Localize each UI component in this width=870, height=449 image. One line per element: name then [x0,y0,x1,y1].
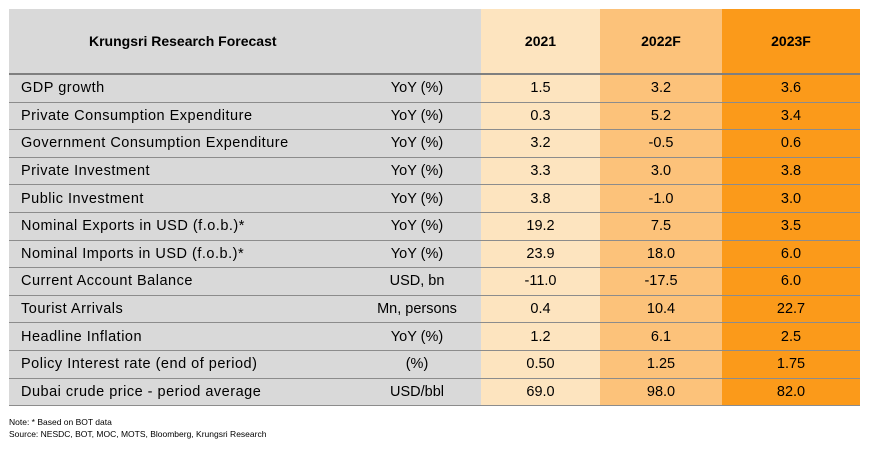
value-cell: 18.0 [600,240,722,269]
row-label: GDP growth [9,75,347,103]
value-cell: 6.0 [722,240,860,269]
row-label: Tourist Arrivals [9,295,347,324]
value-cell: 22.7 [722,295,860,324]
header-separator [9,73,860,75]
table-body: GDP growth YoY (%) 1.5 3.2 3.6 Private Consum… [9,75,860,407]
value-cell: 3.4 [722,102,860,131]
table-row: Government Consumption Expenditure YoY (%… [9,129,860,158]
footnotes: Note: * Based on BOT data Source: NESDC,… [9,416,266,440]
value-cell: 19.2 [481,212,600,241]
row-unit: USD, bn [347,267,481,296]
value-cell: 82.0 [722,378,860,407]
column-header-2022f: 2022F [600,9,722,73]
row-unit: YoY (%) [347,75,481,103]
value-cell: 6.1 [600,322,722,351]
row-label: Nominal Imports in USD (f.o.b.)* [9,240,347,269]
forecast-table-container: Krungsri Research Forecast 2021 2022F 20… [9,9,860,407]
row-label: Headline Inflation [9,322,347,351]
value-cell: 3.3 [481,157,600,186]
row-label: Policy Interest rate (end of period) [9,350,347,379]
table-row: Policy Interest rate (end of period) (%) 0… [9,350,860,379]
row-unit: YoY (%) [347,157,481,186]
column-header-2021: 2021 [481,9,600,73]
value-cell: 1.2 [481,322,600,351]
table-row: Nominal Imports in USD (f.o.b.)* YoY (%) 2… [9,240,860,269]
value-cell: 1.25 [600,350,722,379]
row-unit: USD/bbl [347,378,481,407]
row-unit: Mn, persons [347,295,481,324]
value-cell: 2.5 [722,322,860,351]
value-cell: 7.5 [600,212,722,241]
value-cell: -1.0 [600,184,722,213]
header-row: Krungsri Research Forecast 2021 2022F 20… [9,9,860,73]
value-cell: 0.3 [481,102,600,131]
value-cell: -0.5 [600,129,722,158]
value-cell: 3.5 [722,212,860,241]
footnote-note: Note: * Based on BOT data [9,417,112,427]
unit-header [347,9,481,73]
row-unit: YoY (%) [347,184,481,213]
table-row: Private Consumption Expenditure YoY (%) 0.… [9,102,860,131]
value-cell: 0.4 [481,295,600,324]
value-cell: 3.8 [722,157,860,186]
footnote-source: Source: NESDC, BOT, MOC, MOTS, Bloomberg… [9,429,267,439]
row-label: Dubai crude price - period average [9,378,347,407]
value-cell: 5.2 [600,102,722,131]
row-label: Current Account Balance [9,267,347,296]
forecast-table: Krungsri Research Forecast 2021 2022F 20… [9,9,860,407]
row-unit: YoY (%) [347,240,481,269]
table-row: Current Account Balance USD, bn -11.0 -17.5… [9,267,860,296]
table-row: Private Investment YoY (%) 3.3 3.0 3.8 [9,157,860,186]
value-cell: -17.5 [600,267,722,296]
separator-line [9,73,860,75]
table-row: Dubai crude price - period average USD/bb… [9,378,860,407]
row-unit: YoY (%) [347,129,481,158]
value-cell: 3.2 [481,129,600,158]
value-cell: 23.9 [481,240,600,269]
row-label: Government Consumption Expenditure [9,129,347,158]
row-unit: (%) [347,350,481,379]
table-row: Nominal Exports in USD (f.o.b.)* YoY (%) 1… [9,212,860,241]
row-label: Private Investment [9,157,347,186]
value-cell: 10.4 [600,295,722,324]
value-cell: 3.0 [600,157,722,186]
value-cell: 3.6 [722,75,860,103]
row-unit: YoY (%) [347,322,481,351]
value-cell: 3.8 [481,184,600,213]
value-cell: 0.6 [722,129,860,158]
value-cell: 1.75 [722,350,860,379]
value-cell: 0.50 [481,350,600,379]
value-cell: 1.5 [481,75,600,103]
value-cell: 98.0 [600,378,722,407]
row-unit: YoY (%) [347,212,481,241]
value-cell: 3.2 [600,75,722,103]
value-cell: 3.0 [722,184,860,213]
value-cell: 6.0 [722,267,860,296]
table-row: Tourist Arrivals Mn, persons 0.4 10.4 22.7 [9,295,860,324]
row-label: Public Investment [9,184,347,213]
column-header-2023f: 2023F [722,9,860,73]
table-row: Public Investment YoY (%) 3.8 -1.0 3.0 [9,184,860,213]
value-cell: 69.0 [481,378,600,407]
row-unit: YoY (%) [347,102,481,131]
table-row: GDP growth YoY (%) 1.5 3.2 3.6 [9,75,860,103]
row-label: Private Consumption Expenditure [9,102,347,131]
row-label: Nominal Exports in USD (f.o.b.)* [9,212,347,241]
table-row: Headline Inflation YoY (%) 1.2 6.1 2.5 [9,322,860,351]
value-cell: -11.0 [481,267,600,296]
table-title: Krungsri Research Forecast [9,9,347,73]
